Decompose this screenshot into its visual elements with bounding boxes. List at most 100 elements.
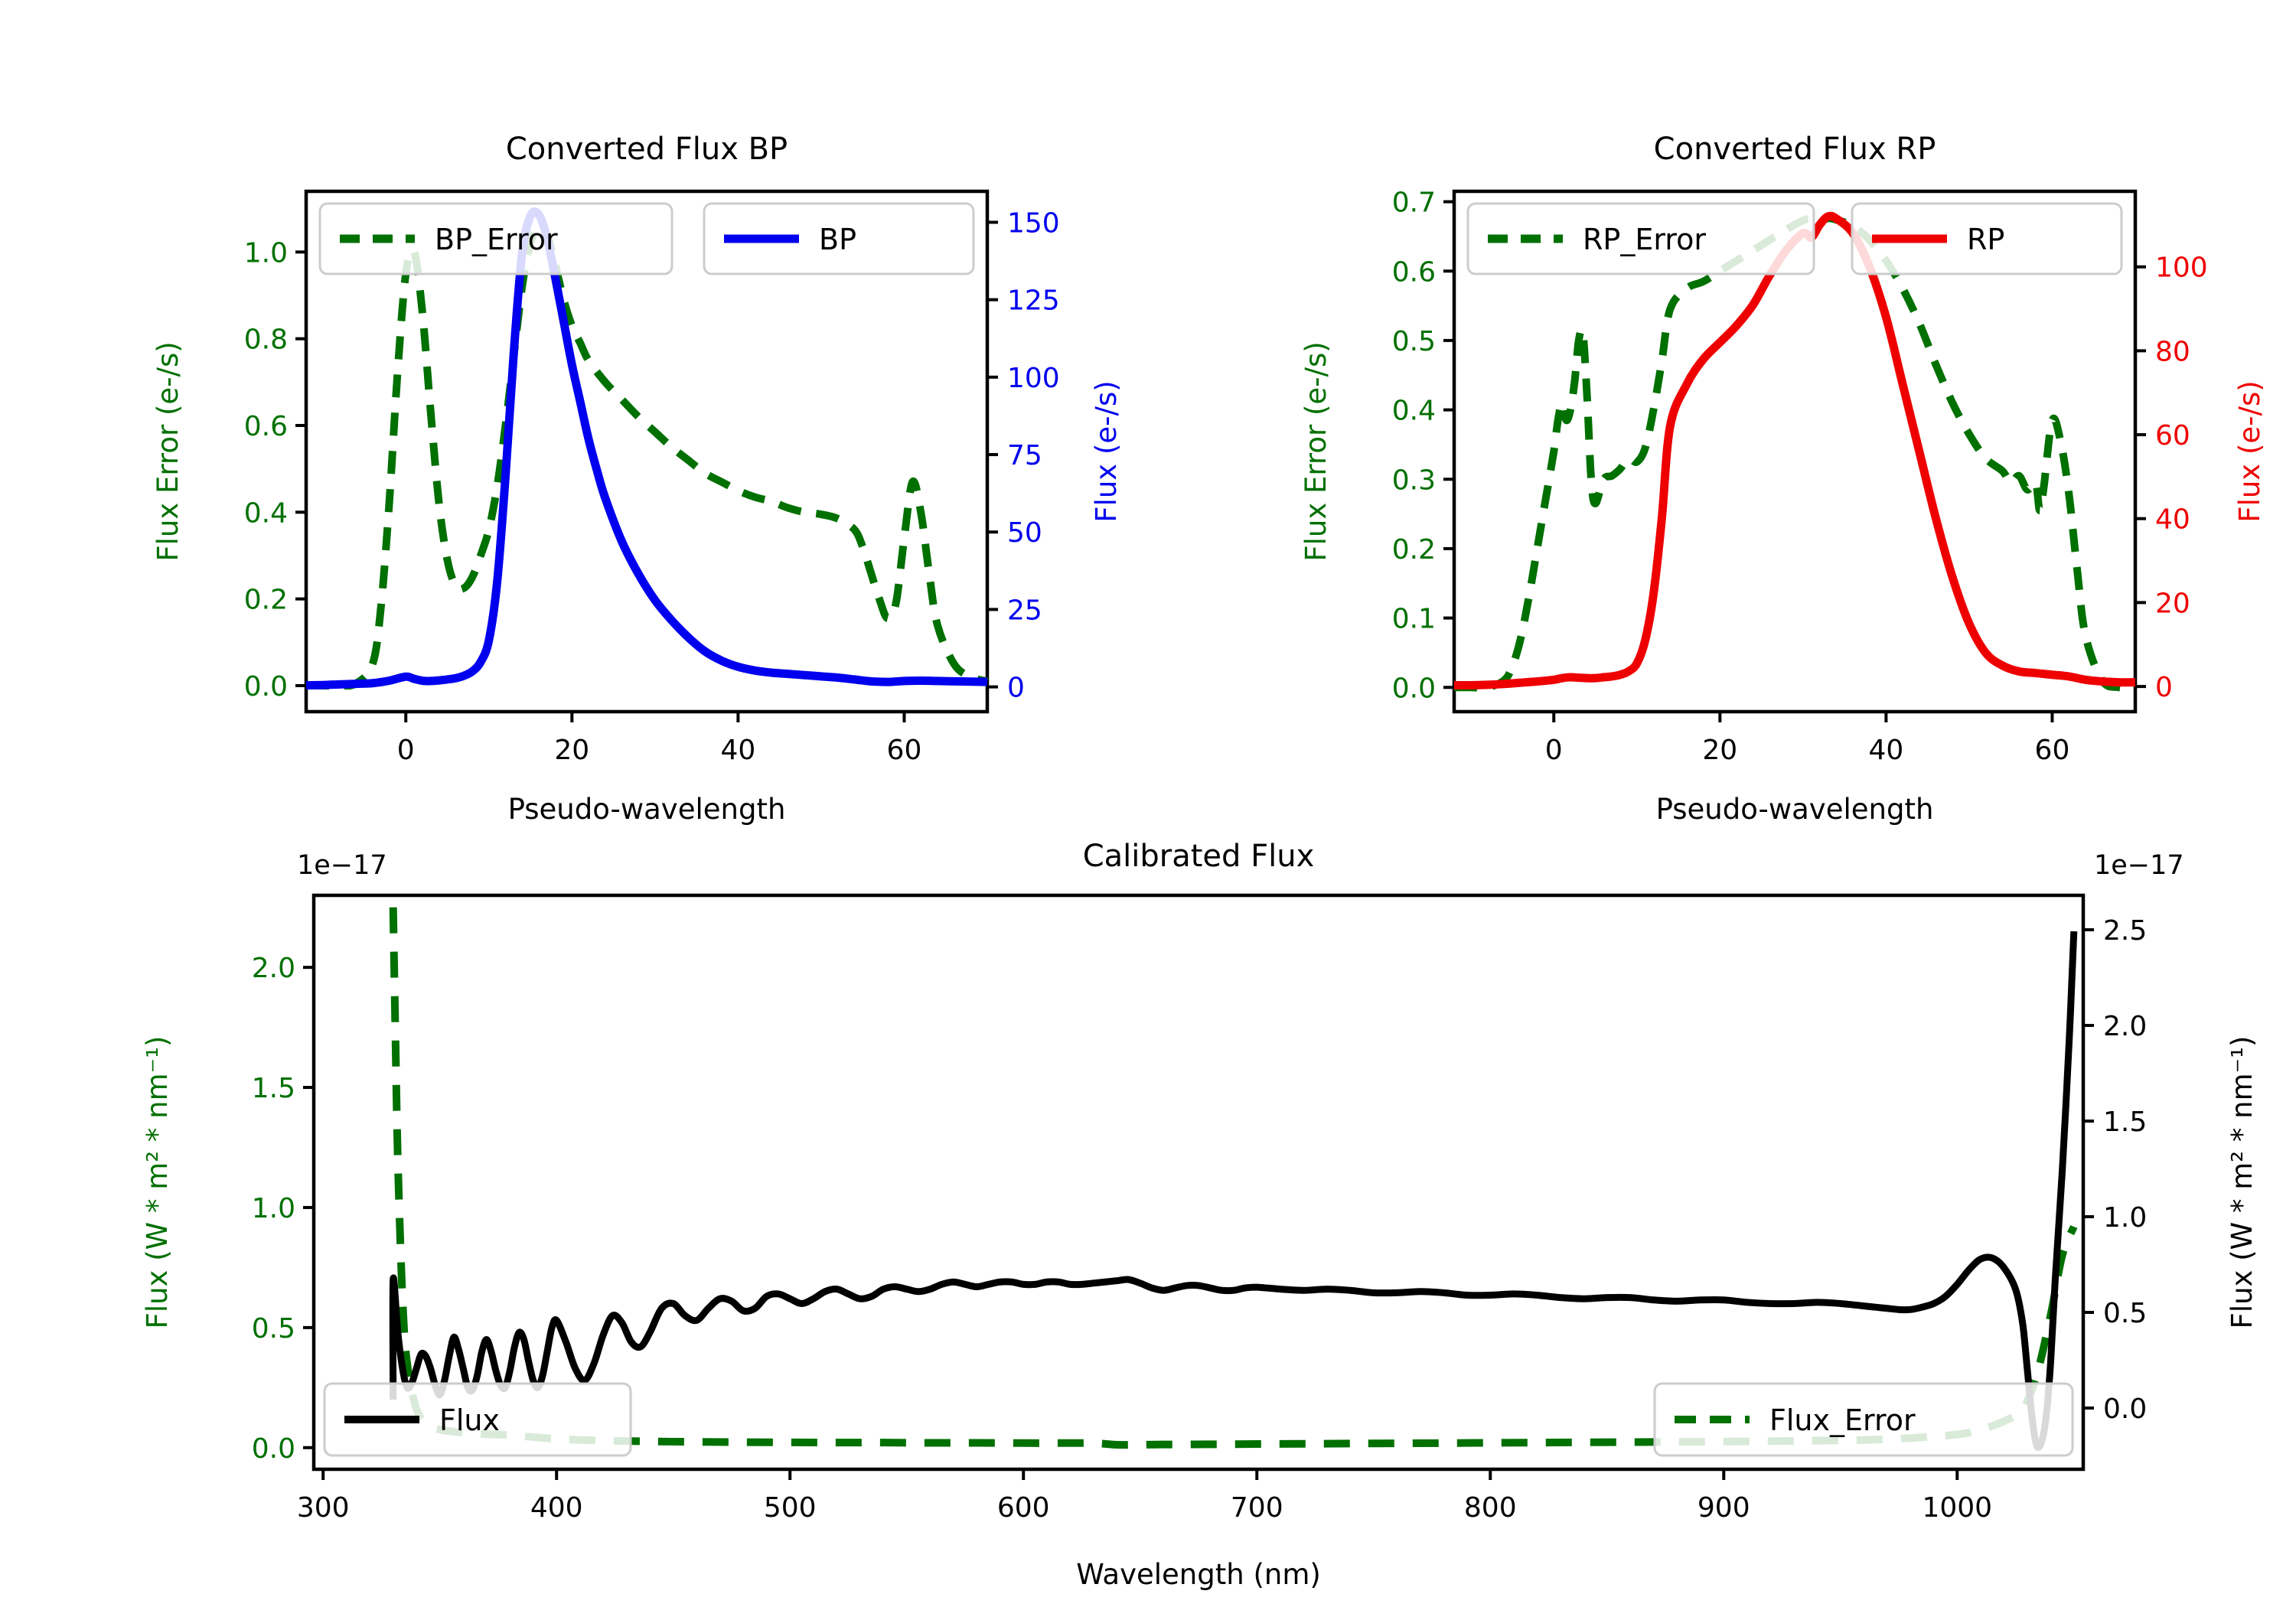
plot-area-calibrated <box>389 907 2078 1452</box>
x-tick-label: 900 <box>1698 1492 1750 1524</box>
y-offset-text-left: 1e−17 <box>297 850 387 881</box>
y-tick-label-right: 1.5 <box>2103 1107 2147 1138</box>
y-tick-label-left: 1.0 <box>252 1193 295 1224</box>
x-tick-label: 40 <box>720 735 755 766</box>
y-tick-label-right: 60 <box>2155 420 2190 451</box>
y-axis-label-left-rp: Flux Error (e-/s) <box>1300 341 1332 561</box>
y-tick-label-left: 0.6 <box>1392 256 1436 288</box>
x-tick-label: 800 <box>1464 1492 1517 1524</box>
legend-rp-error-box <box>1466 202 1815 275</box>
y-tick-label-left: 0.5 <box>252 1313 295 1345</box>
legend-bp[interactable]: BP <box>703 202 975 275</box>
series-line-flux-error <box>389 907 2078 1449</box>
y-tick-label-left: 1.0 <box>244 237 288 269</box>
x-tick-label: 60 <box>887 735 922 766</box>
x-axis-label-calibrated: Wavelength (nm) <box>1076 1558 1321 1591</box>
y-tick-label-right: 100 <box>2155 253 2208 284</box>
series-line-rp <box>1453 211 2136 689</box>
chart-converted-flux-bp: 0 20 40 60 0.0 0.2 0.4 0.6 0.8 1.0 0 25 50 75 100 125 15… <box>152 132 1123 826</box>
x-tick-label: 0 <box>397 735 415 766</box>
y-axis-label-left-calibrated: Flux (W * m² * nm⁻¹) <box>141 1036 174 1329</box>
legend-rp-box <box>1851 202 2123 275</box>
legend-bp-label: BP <box>819 223 856 256</box>
legend-flux-error-label: Flux_Error <box>1769 1403 1916 1437</box>
y-axis-label-right-rp: Flux (e-/s) <box>2233 380 2266 522</box>
chart-title-rp: Converted Flux RP <box>1654 132 1936 167</box>
series-line-bp <box>305 207 988 690</box>
legend-bp-box <box>703 202 975 275</box>
y-tick-label-right: 80 <box>2155 336 2190 367</box>
y-tick-label-right: 0 <box>2155 672 2173 703</box>
x-tick-label: 700 <box>1231 1492 1283 1524</box>
y-tick-label-right: 150 <box>1007 207 1060 239</box>
legend-rp-error[interactable]: RP_Error <box>1466 202 1815 275</box>
y-tick-label-right: 20 <box>2155 588 2190 619</box>
y-axis-label-right-bp: Flux (e-/s) <box>1090 380 1123 522</box>
y-tick-label-right: 50 <box>1007 517 1042 549</box>
y-tick-label-left: 0.1 <box>1392 604 1436 635</box>
x-tick-label: 400 <box>530 1492 583 1524</box>
y-tick-label-left: 0.7 <box>1392 187 1436 219</box>
series-line-bp-error <box>306 221 989 690</box>
x-tick-label: 60 <box>2035 735 2070 766</box>
series-line-flux <box>389 931 2078 1452</box>
y-tick-label-right: 125 <box>1007 285 1060 317</box>
y-tick-label-right: 40 <box>2155 504 2190 536</box>
y-tick-label-left: 2.0 <box>252 953 295 984</box>
y-tick-label-right: 2.5 <box>2103 915 2147 947</box>
legend-rp[interactable]: RP <box>1851 202 2123 275</box>
x-tick-label: 1000 <box>1922 1492 1992 1524</box>
y-offset-text-right: 1e−17 <box>2094 850 2184 881</box>
series-line-rp-error <box>1453 214 2136 692</box>
y-axis-label-left-bp: Flux Error (e-/s) <box>152 341 184 561</box>
y-tick-label-left: 0.8 <box>244 324 288 356</box>
legend-bp-error[interactable]: BP_Error <box>318 202 673 275</box>
x-tick-label: 20 <box>1702 735 1737 766</box>
panel-converted-flux-rp: 0 20 40 60 0.0 0.1 0.2 0.3 0.4 0.5 0.6 0.7 0 20 40 60 80… <box>1148 0 2296 826</box>
y-tick-label-left: 0.4 <box>1392 396 1436 427</box>
y-tick-label-left: 1.5 <box>252 1073 295 1104</box>
legend-rp-label: RP <box>1967 223 2004 256</box>
legend-flux-error[interactable]: Flux_Error <box>1653 1382 2074 1457</box>
y-tick-label-left: 0.0 <box>252 1433 295 1465</box>
plot-frame <box>1452 189 2138 714</box>
x-tick-label: 0 <box>1545 735 1563 766</box>
panel-converted-flux-bp: 0 20 40 60 0.0 0.2 0.4 0.6 0.8 1.0 0 25 50 75 100 125 15… <box>0 0 1148 826</box>
chart-title-calibrated: Calibrated Flux <box>1083 839 1315 874</box>
legend-bp-error-label: BP_Error <box>435 223 558 256</box>
plot-frame <box>304 189 990 714</box>
x-tick-label: 40 <box>1868 735 1903 766</box>
legend-flux-error-box <box>1653 1382 2074 1457</box>
legend-flux-box <box>323 1382 632 1457</box>
y-tick-label-right: 25 <box>1007 595 1042 626</box>
chart-title-bp: Converted Flux BP <box>506 132 788 167</box>
plot-frame <box>311 893 2086 1472</box>
chart-converted-flux-rp: 0 20 40 60 0.0 0.1 0.2 0.3 0.4 0.5 0.6 0.7 0 20 40 60 80… <box>1300 132 2266 826</box>
y-axis-label-right-calibrated: Flux (W * m² * nm⁻¹) <box>2226 1036 2258 1329</box>
y-tick-label-left: 0.4 <box>244 497 288 529</box>
y-tick-label-left: 0.2 <box>244 585 288 616</box>
y-tick-label-right: 75 <box>1007 440 1042 471</box>
y-tick-label-right: 0.0 <box>2103 1393 2147 1425</box>
y-tick-label-left: 0.6 <box>244 411 288 442</box>
legend-rp-error-label: RP_Error <box>1583 223 1706 256</box>
legend-flux-label: Flux <box>439 1403 500 1437</box>
x-axis-label-rp: Pseudo-wavelength <box>1656 793 1934 826</box>
x-tick-label: 600 <box>997 1492 1050 1524</box>
x-tick-label: 20 <box>554 735 589 766</box>
y-tick-label-left: 0.3 <box>1392 464 1436 496</box>
chart-calibrated-flux: 300 400 500 600 700 800 900 1000 0.0 0.5 1.0 1.5 2.0… <box>141 839 2258 1591</box>
y-tick-label-right: 100 <box>1007 363 1060 394</box>
y-tick-label-left: 0.5 <box>1392 326 1436 357</box>
x-tick-label: 300 <box>297 1492 350 1524</box>
y-tick-label-left: 0.0 <box>1392 673 1436 704</box>
legend-flux[interactable]: Flux <box>323 1382 632 1457</box>
y-tick-label-left: 0.0 <box>244 671 288 702</box>
y-tick-label-right: 0.5 <box>2103 1298 2147 1329</box>
y-tick-label-right: 1.0 <box>2103 1202 2147 1234</box>
x-tick-label: 500 <box>764 1492 817 1524</box>
y-tick-label-left: 0.2 <box>1392 534 1436 566</box>
x-axis-label-bp: Pseudo-wavelength <box>508 793 786 826</box>
y-tick-label-right: 2.0 <box>2103 1011 2147 1042</box>
